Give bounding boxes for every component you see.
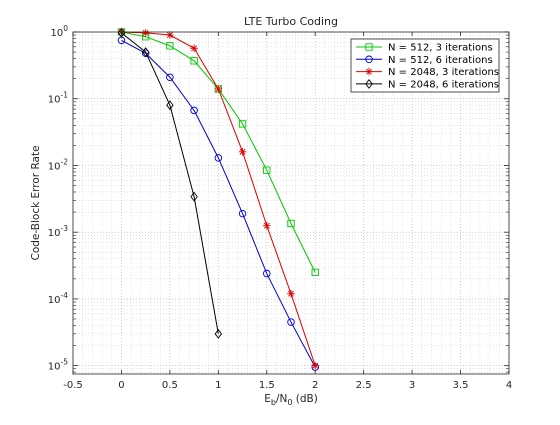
data-point-diamond	[141, 47, 150, 58]
legend-box	[350, 38, 500, 93]
x-tick-labels: -0.5 0 0.5 1 1.5 2 2.5 3 3.5 4	[63, 380, 512, 391]
plot-frame	[72, 31, 510, 375]
x-axis-label-mid: /N	[276, 393, 287, 405]
data-point-star	[287, 289, 295, 298]
data-point-circle	[287, 318, 295, 326]
x-tick-label: 2.5	[356, 380, 372, 391]
x-tick-label: -0.5	[63, 380, 83, 391]
data-point-square	[287, 219, 295, 228]
data-point-square	[365, 43, 373, 51]
x-tick-label: 0.5	[162, 380, 178, 391]
data-point-circle	[166, 73, 174, 81]
data-point-star	[365, 67, 373, 76]
data-point-star	[311, 361, 320, 370]
y-tick-label: 10-2	[48, 157, 68, 172]
y-tick-label: 100	[50, 24, 68, 39]
series-2	[117, 36, 319, 371]
x-tick-label: 2	[312, 380, 318, 391]
legend-label: N = 512, 3 iterations	[388, 43, 493, 54]
x-tick-label: 0	[118, 380, 124, 391]
series-layer	[117, 27, 320, 371]
legend-entry: N = 512, 6 iterations	[356, 55, 493, 66]
y-tick-label: 10-5	[48, 358, 68, 373]
legend-label: N = 512, 6 iterations	[388, 55, 493, 66]
data-point-circle	[238, 209, 247, 218]
data-point-square	[263, 166, 271, 174]
legend-entry: N = 2048, 6 iterations	[356, 78, 499, 90]
data-point-square	[166, 42, 174, 50]
series-4	[117, 27, 223, 339]
y-tick-label: 10-3	[48, 224, 68, 239]
y-tick-labels: 100 10-1 10-2 10-3 10-4 10-5	[48, 24, 68, 373]
axis-ticks	[72, 31, 510, 374]
data-point-diamond	[117, 27, 126, 38]
data-point-star	[141, 29, 150, 37]
data-point-circle	[214, 154, 223, 162]
data-point-diamond	[190, 191, 198, 202]
x-tick-label: 1.5	[259, 380, 275, 391]
y-tick-label: 10-1	[48, 91, 68, 106]
x-axis-label: Eb/N0 (dB)	[264, 393, 318, 407]
x-axis-label-sub2: 0	[287, 398, 292, 407]
data-point-diamond	[214, 328, 223, 339]
y-tick-label: 10-4	[48, 291, 68, 306]
data-point-circle	[365, 55, 373, 64]
data-point-square	[190, 57, 198, 65]
data-point-star	[214, 85, 223, 93]
legend-entry: N = 2048, 3 iterations	[356, 67, 499, 78]
data-point-star	[262, 221, 271, 230]
x-axis-label-main: E	[264, 393, 271, 405]
x-axis-label-sub1: b	[271, 398, 276, 407]
legend-label: N = 2048, 6 iterations	[388, 79, 499, 90]
data-point-star	[190, 44, 198, 53]
x-tick-label: 1	[215, 380, 221, 391]
x-tick-label: 3.5	[453, 380, 469, 391]
data-point-diamond	[365, 78, 373, 89]
data-point-square	[238, 120, 247, 128]
legend-label: N = 2048, 3 iterations	[388, 67, 499, 78]
series-line	[121, 32, 219, 334]
data-point-circle	[263, 269, 271, 278]
x-tick-label: 3	[409, 380, 415, 391]
data-point-star	[238, 148, 247, 156]
x-axis-label-tail: (dB)	[292, 393, 317, 405]
series-line	[121, 39, 316, 368]
chart-title: LTE Turbo Coding	[244, 15, 338, 28]
legend-entry: N = 512, 3 iterations	[356, 43, 493, 54]
data-point-circle	[190, 106, 198, 115]
data-point-diamond	[166, 100, 174, 111]
y-axis-label: Code-Block Error Rate	[30, 145, 42, 260]
x-tick-label: 4	[506, 380, 512, 391]
data-point-square	[311, 268, 319, 277]
